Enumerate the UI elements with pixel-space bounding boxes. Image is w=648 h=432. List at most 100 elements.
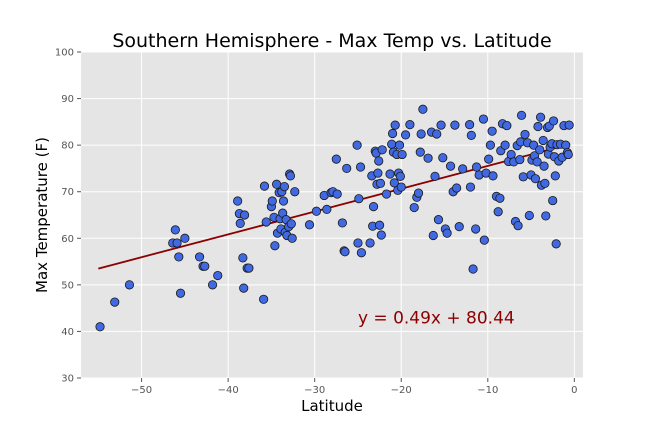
data-point — [244, 263, 254, 273]
data-point — [513, 221, 523, 231]
data-point — [428, 230, 438, 241]
y-tick-label: 100 — [55, 48, 74, 59]
regression-layer — [98, 143, 571, 270]
data-point — [442, 228, 452, 238]
data-point — [452, 183, 462, 193]
data-point — [311, 206, 322, 216]
x-tick-label: −50 — [131, 385, 152, 396]
data-point — [272, 179, 282, 189]
data-point — [395, 171, 405, 181]
data-point — [551, 239, 561, 249]
data-point — [174, 252, 184, 262]
data-point — [355, 162, 366, 172]
data-point — [430, 171, 440, 181]
y-axis-ticks: 30 40 50 60 70 80 90 100 — [55, 48, 81, 385]
data-point — [387, 128, 398, 139]
x-tick-label: −10 — [477, 385, 498, 396]
data-point — [471, 224, 481, 234]
data-point — [110, 297, 120, 307]
data-point — [550, 171, 560, 181]
data-points — [95, 104, 574, 332]
data-point — [233, 196, 243, 206]
data-point — [516, 110, 527, 120]
data-point — [374, 156, 384, 166]
y-tick-label: 80 — [61, 141, 74, 152]
data-point — [235, 218, 245, 228]
data-point — [373, 168, 383, 178]
data-point — [239, 283, 249, 293]
x-tick-label: −20 — [391, 385, 412, 396]
data-point — [172, 238, 182, 248]
data-point — [390, 120, 400, 130]
y-tick-label: 30 — [61, 374, 74, 385]
data-point — [290, 187, 300, 197]
data-point — [488, 171, 498, 181]
data-point — [389, 178, 399, 188]
data-point — [342, 163, 352, 174]
data-point — [285, 171, 296, 181]
data-point — [561, 140, 571, 150]
data-point — [468, 264, 478, 274]
data-point — [396, 182, 406, 192]
data-point — [548, 195, 558, 206]
data-point — [180, 233, 190, 243]
data-point — [423, 153, 433, 163]
data-point — [415, 147, 425, 157]
data-point — [436, 120, 446, 130]
data-point — [368, 202, 379, 212]
data-point — [500, 140, 510, 150]
data-point — [445, 161, 456, 171]
data-point — [454, 222, 464, 232]
x-axis-ticks: −50 −40 −30 −20 −10 0 — [131, 378, 578, 396]
data-point — [524, 210, 534, 221]
data-point — [540, 178, 550, 188]
data-point — [278, 196, 289, 206]
data-point — [376, 230, 386, 240]
data-point — [381, 189, 392, 199]
data-point — [261, 217, 271, 227]
data-point — [533, 121, 543, 132]
data-point — [331, 154, 341, 164]
data-point — [270, 241, 280, 251]
plot-area — [81, 52, 583, 378]
regression-equation: y = 0.49x + 80.44 — [358, 308, 515, 328]
data-point — [471, 162, 482, 172]
data-point — [353, 238, 363, 248]
data-point — [279, 181, 289, 192]
data-point — [466, 130, 476, 140]
data-point — [418, 104, 428, 114]
data-point — [465, 182, 476, 192]
x-tick-label: −30 — [304, 385, 325, 396]
data-point — [304, 220, 315, 230]
data-point — [405, 120, 415, 130]
data-point — [535, 112, 546, 122]
data-point — [493, 207, 503, 217]
data-point — [365, 238, 375, 248]
data-point — [397, 149, 407, 160]
data-point — [340, 247, 350, 257]
data-point — [450, 120, 460, 130]
data-point — [465, 120, 475, 130]
data-point — [564, 120, 574, 130]
data-point — [170, 225, 180, 235]
data-point — [495, 193, 505, 203]
data-point — [538, 135, 548, 146]
data-point — [539, 161, 549, 171]
data-point — [207, 280, 218, 290]
data-point — [194, 252, 205, 262]
data-point — [352, 140, 362, 150]
data-point — [479, 235, 489, 245]
y-tick-label: 70 — [61, 187, 74, 198]
data-point — [377, 145, 387, 155]
y-tick-label: 90 — [61, 94, 74, 105]
y-axis-label: Max Temperature (F) — [33, 137, 51, 293]
data-point — [238, 253, 248, 263]
data-point — [541, 211, 551, 221]
data-point — [213, 270, 223, 281]
data-point — [332, 189, 342, 199]
data-point — [535, 145, 545, 155]
y-tick-label: 50 — [61, 280, 74, 291]
data-point — [267, 196, 277, 206]
data-point — [322, 204, 332, 215]
data-point — [478, 114, 489, 124]
